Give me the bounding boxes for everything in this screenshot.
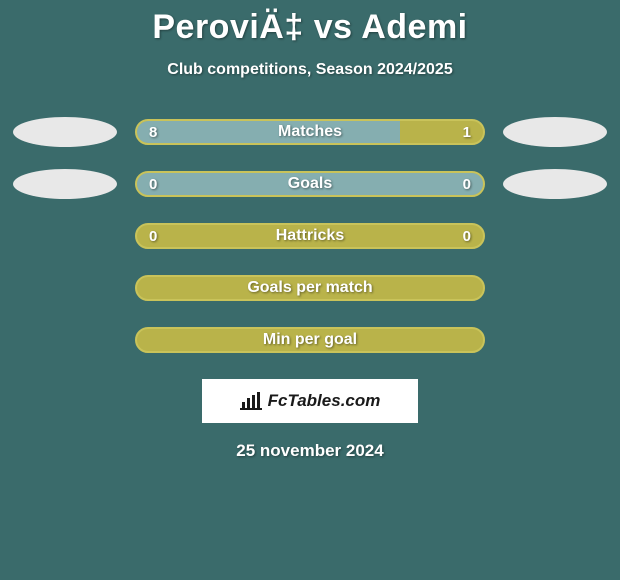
brand-text: FcTables.com — [268, 391, 381, 411]
stat-value-right: 0 — [451, 173, 483, 195]
stat-value-left: 0 — [137, 225, 169, 247]
stat-bar: Min per goal — [135, 327, 485, 353]
oval-spacer — [503, 273, 607, 303]
stat-value-left: 0 — [137, 173, 169, 195]
stat-value-left: 8 — [137, 121, 169, 143]
stat-label: Matches — [137, 121, 483, 143]
page-subtitle: Club competitions, Season 2024/2025 — [0, 61, 620, 79]
stat-bar: Goals per match — [135, 275, 485, 301]
player-right-oval — [503, 169, 607, 199]
page-title: PeroviÄ‡ vs Ademi — [0, 0, 620, 47]
stat-label: Goals — [137, 173, 483, 195]
stat-bar: Hattricks0 0 — [135, 223, 485, 249]
oval-spacer — [503, 221, 607, 251]
stat-row: Goals per match — [0, 273, 620, 303]
stat-row: Hattricks0 0 — [0, 221, 620, 251]
oval-spacer — [13, 273, 117, 303]
stat-bar: Matches8 1 — [135, 119, 485, 145]
player-right-oval — [503, 117, 607, 147]
stat-row: Min per goal — [0, 325, 620, 355]
oval-spacer — [13, 325, 117, 355]
stat-label: Hattricks — [137, 225, 483, 247]
stat-rows: Matches81Goals00Hattricks00Goals per mat… — [0, 117, 620, 355]
stat-row: Goals0 0 — [0, 169, 620, 199]
stat-label: Min per goal — [137, 329, 483, 351]
player-left-oval — [13, 117, 117, 147]
footer-date: 25 november 2024 — [0, 441, 620, 461]
stat-row: Matches8 1 — [0, 117, 620, 147]
player-left-oval — [13, 169, 117, 199]
stat-value-right: 1 — [451, 121, 483, 143]
oval-spacer — [503, 325, 607, 355]
stat-value-right: 0 — [451, 225, 483, 247]
oval-spacer — [13, 221, 117, 251]
stat-bar: Goals0 0 — [135, 171, 485, 197]
stat-label: Goals per match — [137, 277, 483, 299]
brand-badge: FcTables.com — [202, 379, 418, 423]
brand-chart-icon — [240, 392, 262, 410]
